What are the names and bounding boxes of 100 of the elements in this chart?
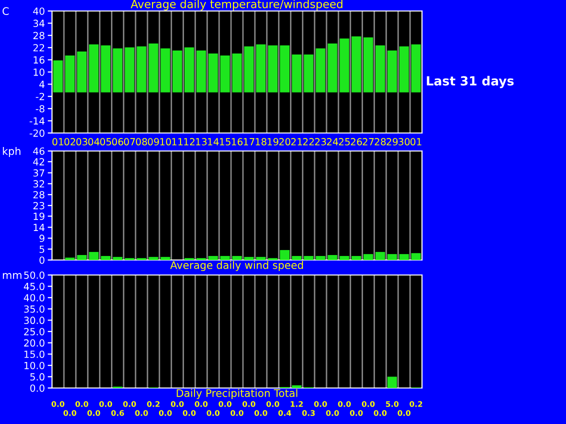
y-tick-label: 16 <box>34 56 44 64</box>
bar <box>232 53 242 92</box>
bar <box>411 253 421 260</box>
x-tick-label: 18 <box>256 138 266 146</box>
x-tick-label: 27 <box>362 138 374 146</box>
bar <box>148 44 158 92</box>
bar <box>328 44 338 92</box>
x-tick-label: 26 <box>350 138 362 146</box>
y-tick-label: 40.0 <box>24 294 44 302</box>
x-tick-label: 02 <box>64 138 76 146</box>
y-tick-label: 46 <box>33 147 44 155</box>
bar <box>304 256 314 260</box>
y-tick-label: 14 <box>34 224 45 231</box>
bar <box>77 51 87 92</box>
bar <box>268 45 278 92</box>
y-tick-label: 34 <box>33 20 45 28</box>
bar <box>328 255 338 260</box>
bar <box>256 256 266 260</box>
y-tick-label: -2 <box>36 92 44 100</box>
x-tick-label: 01 <box>52 138 64 146</box>
x-tick-label: 19 <box>268 138 278 146</box>
x-tick-label: 14 <box>208 138 219 146</box>
text: Average daily wind speed <box>170 260 303 272</box>
x-tick-label: 28 <box>374 138 386 146</box>
bar <box>232 256 242 260</box>
y-tick-label: 0 <box>40 256 44 264</box>
bar <box>340 256 350 260</box>
bar <box>292 385 302 388</box>
bar <box>65 56 75 92</box>
x-tick-label: 23 <box>315 138 326 146</box>
bar <box>160 48 170 92</box>
bar <box>89 252 99 260</box>
bar <box>244 256 254 260</box>
bar <box>280 45 290 92</box>
x-tick-label: 08 <box>136 138 148 146</box>
y-tick-label: 22 <box>33 44 44 52</box>
x-tick-label: 12 <box>184 138 194 146</box>
bar <box>160 256 170 260</box>
bar <box>304 54 314 92</box>
y-axis-title: kph <box>2 146 20 158</box>
x-tick-label: 11 <box>172 138 183 146</box>
y-tick-label: 5.0 <box>30 373 44 381</box>
x-tick-label: 07 <box>124 138 135 146</box>
bar <box>196 50 206 92</box>
bar <box>399 254 409 260</box>
bar <box>352 36 362 92</box>
bar <box>352 256 362 260</box>
y-tick-label: 50.0 <box>24 271 44 279</box>
x-tick-label: 16 <box>232 138 243 146</box>
x-tick-label: 17 <box>244 138 254 146</box>
bar <box>100 45 110 92</box>
bar <box>172 50 182 92</box>
y-tick-label: 9 <box>39 234 44 242</box>
bar <box>112 48 122 92</box>
x-tick-label: 20 <box>279 138 290 146</box>
bar <box>411 44 421 92</box>
x-tick-label: 25 <box>338 138 350 146</box>
y-tick-label: 40 <box>33 7 44 15</box>
bar <box>387 50 397 92</box>
y-tick-label: 28 <box>33 32 44 40</box>
x-tick-label: 15 <box>220 138 230 146</box>
y-tick-label: 23 <box>33 202 44 210</box>
bar <box>316 48 326 92</box>
y-tick-label: -14 <box>30 117 45 124</box>
x-tick-label: 03 <box>76 138 88 146</box>
bar <box>340 38 350 92</box>
y-tick-label: -8 <box>36 105 44 112</box>
bar <box>316 256 326 260</box>
bar <box>53 60 63 92</box>
y-tick-label: 45.0 <box>24 282 44 290</box>
y-tick-label: 19 <box>34 212 44 220</box>
bar <box>89 44 99 92</box>
bar <box>220 56 230 92</box>
x-tick-label: 30 <box>398 138 410 146</box>
bar <box>375 252 385 260</box>
bar <box>244 46 254 92</box>
text: Daily Precipitation Total <box>176 388 298 400</box>
y-tick-label: 28 <box>33 191 44 198</box>
x-tick-label: 10 <box>160 138 171 146</box>
y-tick-label: 20.0 <box>24 339 44 347</box>
bar <box>220 256 230 260</box>
bar <box>184 47 194 92</box>
x-tick-label: 21 <box>291 138 302 146</box>
y-tick-label: 10 <box>34 68 44 76</box>
bar <box>208 53 218 92</box>
x-tick-label: 24 <box>327 138 338 146</box>
x-tick-label: 22 <box>303 138 314 146</box>
y-tick-label: 4 <box>39 80 45 88</box>
bar <box>256 44 266 92</box>
y-tick-label: 42 <box>33 158 44 166</box>
x-tick-label: 29 <box>386 138 398 146</box>
bar <box>387 254 397 260</box>
text: Last 31 days <box>426 76 514 88</box>
bar <box>124 47 134 92</box>
y-axis-title: C <box>2 7 9 16</box>
bar <box>375 45 385 92</box>
bar <box>364 254 374 260</box>
bar <box>112 256 122 260</box>
bar <box>292 256 302 260</box>
x-tick-label: 04 <box>88 138 100 146</box>
